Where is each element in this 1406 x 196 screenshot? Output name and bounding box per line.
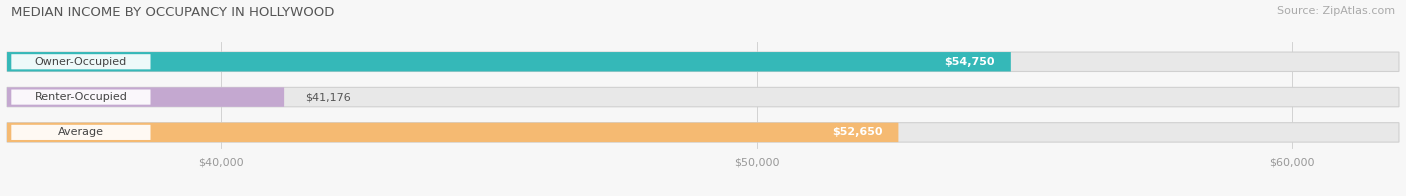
- FancyBboxPatch shape: [7, 87, 284, 107]
- FancyBboxPatch shape: [7, 52, 1399, 72]
- Text: Owner-Occupied: Owner-Occupied: [35, 57, 127, 67]
- Text: Average: Average: [58, 127, 104, 137]
- FancyBboxPatch shape: [7, 123, 1399, 142]
- Text: $54,750: $54,750: [945, 57, 995, 67]
- FancyBboxPatch shape: [11, 54, 150, 69]
- Text: $52,650: $52,650: [832, 127, 883, 137]
- FancyBboxPatch shape: [7, 52, 1011, 72]
- FancyBboxPatch shape: [7, 123, 898, 142]
- Text: $41,176: $41,176: [305, 92, 352, 102]
- FancyBboxPatch shape: [7, 87, 1399, 107]
- Text: Source: ZipAtlas.com: Source: ZipAtlas.com: [1277, 6, 1395, 16]
- FancyBboxPatch shape: [11, 90, 150, 105]
- FancyBboxPatch shape: [11, 125, 150, 140]
- Text: Renter-Occupied: Renter-Occupied: [35, 92, 128, 102]
- Text: MEDIAN INCOME BY OCCUPANCY IN HOLLYWOOD: MEDIAN INCOME BY OCCUPANCY IN HOLLYWOOD: [11, 6, 335, 19]
